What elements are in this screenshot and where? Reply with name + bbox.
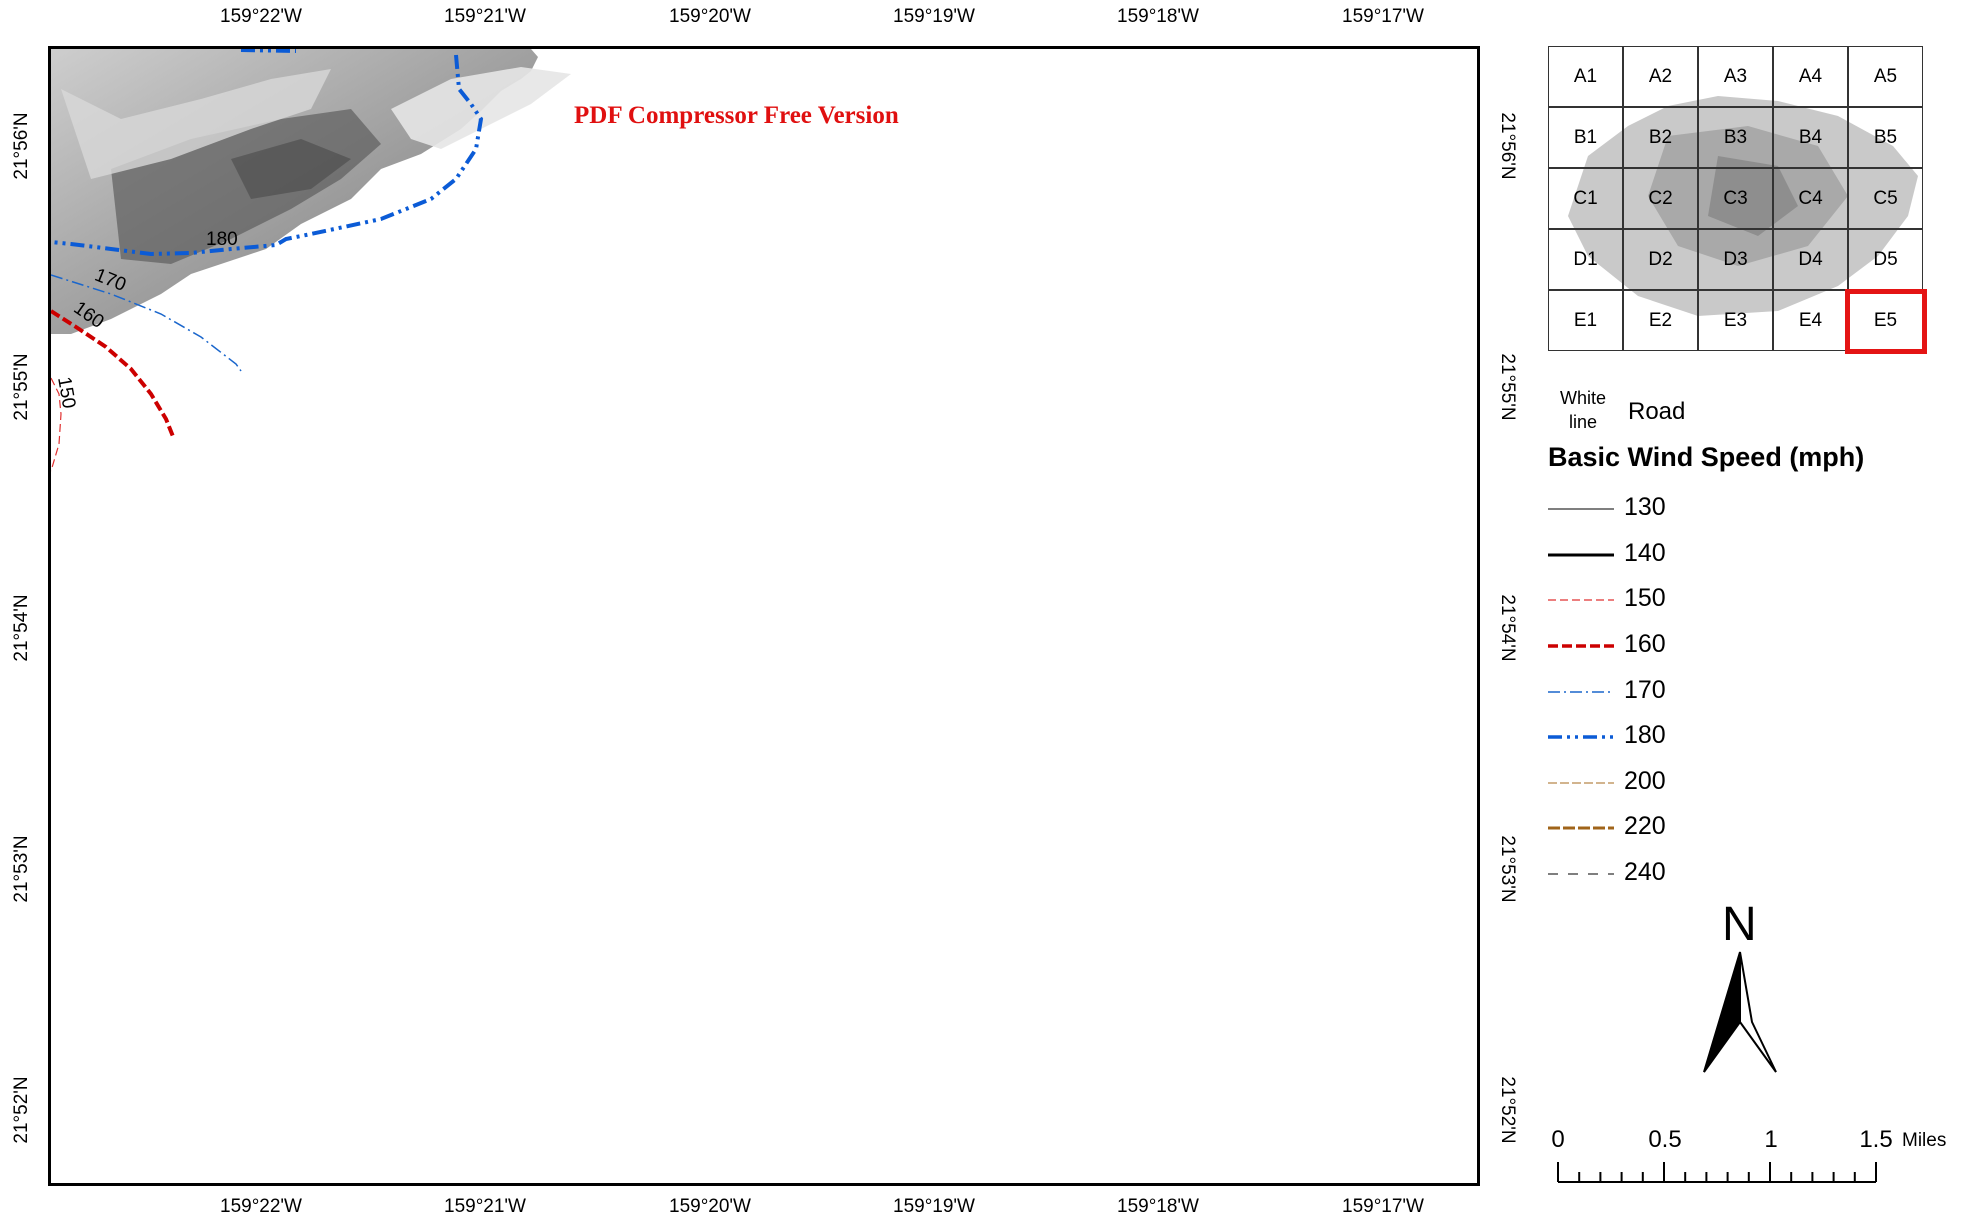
legend-item-180: 180 <box>1548 717 1748 757</box>
grid-cell-a5[interactable]: A5 <box>1848 46 1923 107</box>
grid-cell-a2[interactable]: A2 <box>1623 46 1698 107</box>
north-letter: N <box>1722 898 1757 951</box>
lon-label-bottom: 159°20'W <box>669 1196 751 1217</box>
legend-label: 170 <box>1624 676 1666 704</box>
grid-cell-b5[interactable]: B5 <box>1848 107 1923 168</box>
grid-cell-a1[interactable]: A1 <box>1548 46 1623 107</box>
grid-cell-a3[interactable]: A3 <box>1698 46 1773 107</box>
legend-road: White line Road <box>1548 386 1948 436</box>
legend-label: 150 <box>1624 584 1666 612</box>
legend-item-170: 170 <box>1548 672 1748 712</box>
map-canvas: 180 170 160 150 <box>51 49 571 472</box>
legend-item-140: 140 <box>1548 535 1748 575</box>
scale-label-0: 0 <box>1551 1126 1565 1153</box>
grid-selected-highlight <box>1845 289 1927 354</box>
legend-label: 140 <box>1624 539 1666 567</box>
legend-item-240: 240 <box>1548 854 1748 894</box>
watermark-text: PDF Compressor Free Version <box>574 102 899 129</box>
grid-cell-d2[interactable]: D2 <box>1623 229 1698 290</box>
contour-line-150 <box>51 377 62 472</box>
lat-label-left: 21°53'N <box>11 835 32 903</box>
contour-line-160 <box>51 309 176 440</box>
grid-cell-d5[interactable]: D5 <box>1848 229 1923 290</box>
lon-label-top: 159°21'W <box>444 6 526 27</box>
legend-item-200: 200 <box>1548 763 1748 803</box>
legend-title: Basic Wind Speed (mph) <box>1548 442 1865 472</box>
terrain-shadow-2 <box>231 139 351 199</box>
legend-item-150: 150 <box>1548 580 1748 620</box>
lon-label-bottom: 159°17'W <box>1342 1196 1424 1217</box>
lat-label-right: 21°55'N <box>1497 353 1518 421</box>
terrain-ridge <box>61 69 331 179</box>
scale-label-0.5: 0.5 <box>1648 1126 1682 1153</box>
grid-cell-c3[interactable]: C3 <box>1698 168 1773 229</box>
grid-cell-d3[interactable]: D3 <box>1698 229 1773 290</box>
coast-light <box>391 67 571 149</box>
lon-label-top: 159°22'W <box>220 6 302 27</box>
lon-label-top: 159°20'W <box>669 6 751 27</box>
grid-cell-e1[interactable]: E1 <box>1548 290 1623 351</box>
scale-bar <box>1557 1162 1877 1183</box>
lat-label-right: 21°54'N <box>1497 594 1518 662</box>
lat-label-left: 21°52'N <box>11 1076 32 1144</box>
lon-label-bottom: 159°18'W <box>1117 1196 1199 1217</box>
grid-cell-c5[interactable]: C5 <box>1848 168 1923 229</box>
lon-label-top: 159°19'W <box>893 6 975 27</box>
lat-label-right: 21°53'N <box>1497 835 1518 903</box>
north-arrow-icon <box>1703 951 1777 1073</box>
grid-cell-a4[interactable]: A4 <box>1773 46 1848 107</box>
grid-cell-c1[interactable]: C1 <box>1548 168 1623 229</box>
grid-cell-c4[interactable]: C4 <box>1773 168 1848 229</box>
lat-label-left: 21°54'N <box>11 594 32 662</box>
lon-label-top: 159°17'W <box>1342 6 1424 27</box>
legend-label: 200 <box>1624 767 1666 795</box>
lon-label-bottom: 159°22'W <box>220 1196 302 1217</box>
grid-cell-e2[interactable]: E2 <box>1623 290 1698 351</box>
legend-label: 180 <box>1624 721 1666 749</box>
legend-item-220: 220 <box>1548 808 1748 848</box>
index-grid: A1 A2 A3 A4 A5 B1 B2 B3 B4 B5 C1 C2 C3 C… <box>1548 46 1927 354</box>
lon-label-bottom: 159°21'W <box>444 1196 526 1217</box>
contour-line-180-top <box>240 49 297 53</box>
grid-cell-b4[interactable]: B4 <box>1773 107 1848 168</box>
scale-label-1: 1 <box>1764 1126 1778 1153</box>
contour-line-170 <box>51 274 242 372</box>
grid-cell-e4[interactable]: E4 <box>1773 290 1848 351</box>
road-swatch-label: White line <box>1559 388 1606 432</box>
legend-item-160: 160 <box>1548 626 1748 666</box>
grid-cell-d1[interactable]: D1 <box>1548 229 1623 290</box>
lat-label-left: 21°56'N <box>11 112 32 180</box>
legend-item-130: 130 <box>1548 489 1748 529</box>
lon-label-bottom: 159°19'W <box>893 1196 975 1217</box>
legend-label: 160 <box>1624 630 1666 658</box>
grid-cell-b1[interactable]: B1 <box>1548 107 1623 168</box>
legend-label: 220 <box>1624 812 1666 840</box>
grid-cell-d4[interactable]: D4 <box>1773 229 1848 290</box>
contour-label-150: 150 <box>53 375 79 410</box>
scale-label-1.5: 1.5 <box>1859 1126 1893 1153</box>
map-frame[interactable]: 180 170 160 150 <box>48 46 1480 1186</box>
grid-cell-e3[interactable]: E3 <box>1698 290 1773 351</box>
grid-cell-b3[interactable]: B3 <box>1698 107 1773 168</box>
legend-label: 240 <box>1624 858 1666 886</box>
road-label: Road <box>1628 398 1686 425</box>
grid-cell-b2[interactable]: B2 <box>1623 107 1698 168</box>
lat-label-left: 21°55'N <box>11 353 32 421</box>
contour-label-180: 180 <box>206 229 238 250</box>
legend-label: 130 <box>1624 493 1666 521</box>
lat-label-right: 21°56'N <box>1497 112 1518 180</box>
grid-cell-c2[interactable]: C2 <box>1623 168 1698 229</box>
lon-label-top: 159°18'W <box>1117 6 1199 27</box>
lat-label-right: 21°52'N <box>1497 1076 1518 1144</box>
scale-units: Miles <box>1902 1130 1947 1151</box>
